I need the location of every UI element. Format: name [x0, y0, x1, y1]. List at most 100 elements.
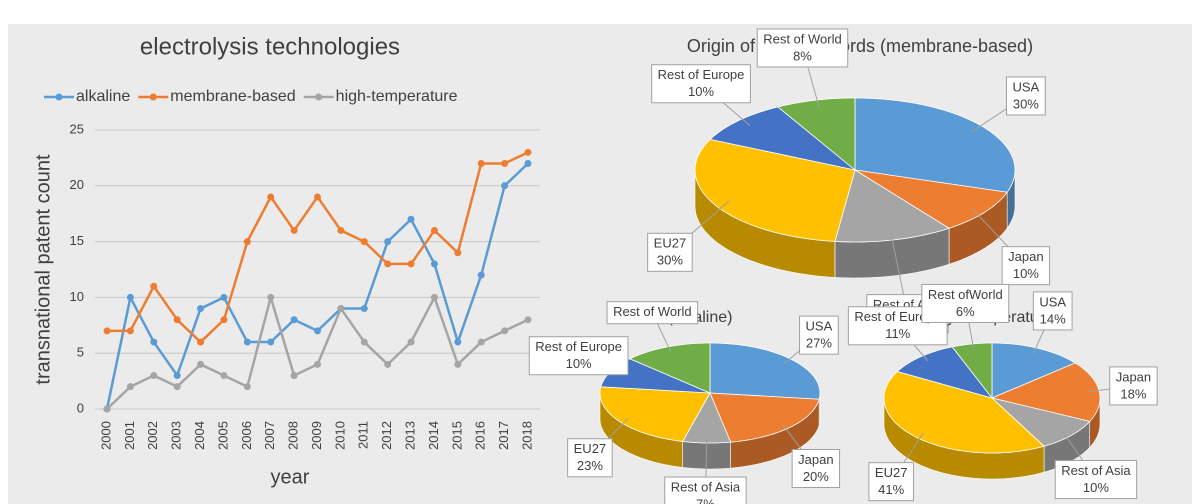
label-value: 18% [1120, 386, 1146, 401]
data-point [197, 360, 205, 368]
y-tick-label: 20 [70, 177, 84, 192]
x-tick-label: 2015 [449, 421, 464, 450]
data-point [290, 316, 298, 324]
data-point [524, 148, 532, 156]
data-point [454, 249, 462, 257]
x-axis-label: year [271, 466, 310, 488]
data-point [150, 338, 158, 346]
data-label: Rest ofWorld 6% [921, 283, 1010, 350]
label-box [567, 438, 613, 478]
label-box [528, 336, 629, 376]
data-point [407, 260, 415, 268]
data-point [430, 293, 438, 301]
x-tick-label: 2012 [379, 421, 394, 450]
data-label: Rest of Asia 7% [664, 437, 747, 504]
data-point [501, 182, 509, 190]
data-point [290, 226, 298, 234]
data-point [384, 360, 392, 368]
data-point [477, 271, 485, 279]
x-tick-label: 2008 [286, 421, 301, 450]
label-category: EU27 [574, 441, 607, 456]
label-box [756, 28, 849, 68]
data-label: EU27 41% [868, 432, 924, 502]
data-point [430, 260, 438, 268]
data-point [243, 338, 251, 346]
data-point [407, 338, 415, 346]
data-point [150, 282, 158, 290]
pie-slice [628, 342, 711, 394]
data-point [220, 372, 228, 380]
label-value: 10% [1013, 266, 1039, 281]
pie-slice [854, 169, 1008, 229]
x-tick-label: 2003 [169, 421, 184, 450]
chart-title: electrolysis technologies [140, 33, 400, 60]
pie-slice [709, 342, 821, 400]
pie-slice [777, 97, 856, 171]
label-box [606, 301, 699, 325]
legend-marker [55, 93, 63, 101]
x-tick-label: 2009 [309, 421, 324, 450]
label-category: Rest of Europe [854, 309, 941, 324]
data-point [197, 305, 205, 313]
data-label: EU27 30% [647, 200, 730, 272]
data-point [360, 305, 368, 313]
data-point [430, 226, 438, 234]
label-category: USA [806, 319, 833, 334]
data-label: Rest of World 8% [756, 28, 849, 108]
data-label: Japan 20% [781, 423, 841, 488]
x-tick-label: 2010 [332, 421, 347, 450]
label-category: Japan [1008, 249, 1043, 264]
label-value: 30% [1013, 96, 1039, 111]
x-tick-label: 2001 [122, 421, 137, 450]
data-point [407, 215, 415, 223]
y-tick-label: 15 [70, 233, 84, 248]
data-point [197, 338, 205, 346]
label-box [921, 283, 1010, 323]
pie-slice [694, 138, 856, 242]
data-point [454, 360, 462, 368]
data-point [243, 383, 251, 391]
legend-label: alkaline [76, 88, 130, 105]
pie-slice [854, 97, 1016, 193]
data-point [501, 327, 509, 335]
label-category: Rest of World [763, 31, 842, 46]
data-point [477, 159, 485, 167]
label-category: Rest of Asia [1061, 463, 1131, 478]
x-tick-label: 2004 [192, 421, 207, 450]
label-category: Rest ofWorld [928, 287, 1003, 302]
label-value: 7% [696, 496, 715, 504]
y-tick-label: 10 [70, 289, 84, 304]
x-tick-label: 2013 [402, 421, 417, 450]
legend-marker [315, 93, 323, 101]
label-category: Rest of World [613, 304, 692, 319]
data-point [314, 360, 321, 368]
x-tick-label: 2017 [496, 421, 511, 450]
label-category: EU27 [875, 465, 908, 480]
data-label: USA 27% [783, 315, 839, 364]
label-category: USA [1012, 79, 1039, 94]
y-tick-label: 25 [70, 121, 84, 136]
x-tick-label: 2007 [262, 421, 277, 450]
label-box [868, 462, 914, 502]
label-category: Rest of Europe [535, 339, 622, 354]
data-point [314, 327, 321, 335]
data-point [337, 305, 345, 313]
x-tick-label: 2011 [356, 421, 371, 449]
pie-slice [990, 397, 1091, 447]
data-point [267, 193, 275, 201]
pie-slice [896, 346, 994, 399]
data-label: Rest of Europe 10% [528, 336, 629, 376]
data-point [501, 159, 509, 167]
data-point [173, 316, 181, 324]
data-label: Rest of Europe 10% [651, 64, 751, 127]
data-point [103, 327, 111, 335]
data-label: Rest of Asia 10% [1054, 431, 1138, 499]
y-axis-label: transnational patent count [32, 154, 54, 385]
data-point [173, 383, 181, 391]
pie-slice [990, 362, 1101, 422]
data-point [126, 293, 134, 301]
label-box [647, 232, 693, 272]
label-value: 20% [803, 469, 829, 484]
x-tick-label: 2014 [426, 421, 441, 450]
